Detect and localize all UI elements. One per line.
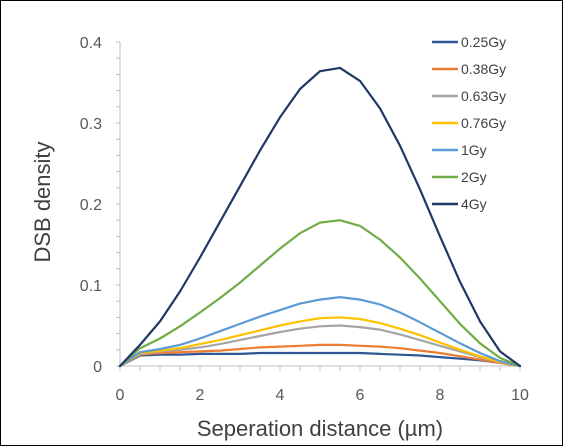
x-tick-label: 4 [276, 387, 285, 404]
y-tick-label: 0.2 [80, 197, 102, 214]
y-tick-label: 0.3 [80, 116, 102, 133]
y-axis: 0 0.1 0.2 0.3 0.4 [80, 35, 121, 376]
x-tick-label: 0 [116, 387, 125, 404]
series-line-0-38gy [118, 343, 522, 368]
x-tick-label: 8 [436, 387, 445, 404]
legend-label-2gy: 2Gy [461, 169, 487, 185]
legend-label-0-25gy: 0.25Gy [461, 34, 506, 50]
x-axis: 0 2 4 6 8 10 [116, 365, 529, 404]
y-tick-label: 0 [93, 359, 102, 376]
x-tick-label: 6 [356, 387, 365, 404]
x-tick-label: 10 [511, 387, 529, 404]
legend-label-1gy: 1Gy [461, 142, 487, 158]
y-tick-label: 0.1 [80, 278, 102, 295]
legend-label-0-63gy: 0.63Gy [461, 88, 506, 104]
series-line-0-63gy [118, 324, 522, 368]
legend-label-0-76gy: 0.76Gy [461, 115, 506, 131]
legend-label-4gy: 4Gy [461, 196, 487, 212]
legend: 0.25Gy 0.38Gy 0.63Gy 0.76Gy 1Gy 2Gy 4Gy [432, 34, 506, 212]
x-tick-label: 2 [196, 387, 205, 404]
x-axis-title: Seperation distance (µm) [197, 416, 443, 441]
series-line-0-25gy [118, 351, 522, 368]
y-axis-title: DSB density [30, 141, 55, 262]
series-line-2gy [118, 219, 522, 368]
series-line-4gy [118, 66, 522, 368]
legend-label-0-38gy: 0.38Gy [461, 61, 506, 77]
series-line-1gy [118, 296, 522, 368]
y-tick-label: 0.4 [80, 35, 102, 52]
series-line-0-76gy [118, 316, 522, 368]
series-lines [118, 66, 522, 368]
